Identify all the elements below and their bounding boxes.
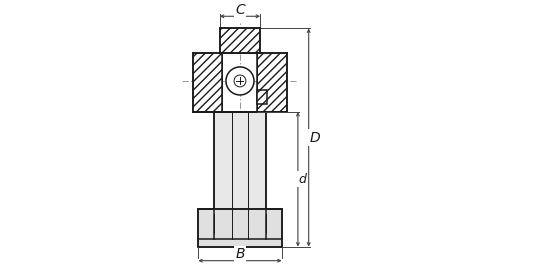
Text: C: C	[235, 2, 245, 16]
Text: d: d	[299, 173, 307, 186]
Circle shape	[234, 75, 246, 87]
Text: D: D	[309, 131, 320, 145]
Polygon shape	[214, 112, 266, 239]
Polygon shape	[193, 53, 222, 112]
Polygon shape	[257, 53, 287, 112]
Polygon shape	[198, 209, 282, 247]
Polygon shape	[220, 28, 260, 53]
Polygon shape	[257, 90, 267, 104]
Text: B: B	[235, 247, 245, 261]
Circle shape	[226, 67, 254, 95]
